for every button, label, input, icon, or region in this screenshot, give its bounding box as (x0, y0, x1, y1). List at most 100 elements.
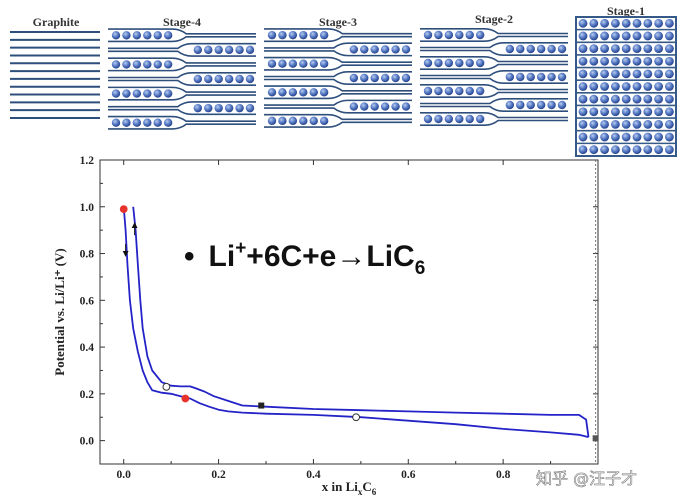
lithium-ion (153, 118, 162, 127)
lithium-ion (665, 44, 674, 53)
graphene-layer (108, 35, 256, 43)
lithium-ion (143, 60, 152, 69)
lithium-ion (401, 45, 411, 54)
lithium-ion (621, 120, 631, 129)
lithium-ion (380, 73, 390, 83)
lithium-ion (288, 116, 298, 126)
lithium-ion (267, 88, 277, 97)
lithium-ion (621, 145, 631, 155)
lithium-ion (235, 74, 244, 84)
lithium-ion (391, 45, 400, 54)
lithium-ion (611, 56, 620, 66)
lithium-ion (111, 60, 121, 69)
lithium-ion (214, 103, 223, 113)
lithium-ion (370, 45, 379, 54)
lithium-ion (132, 89, 142, 98)
lithium-ion (621, 18, 631, 28)
lithium-ion (288, 88, 298, 97)
lithium-ion (654, 44, 663, 53)
lithium-ion (600, 145, 609, 155)
lithium-ion (654, 145, 663, 155)
lithium-ion (245, 74, 255, 84)
lithium-ion (611, 82, 620, 91)
lithium-ion (611, 107, 620, 117)
lithium-ion (505, 72, 515, 82)
graphene-layer (420, 119, 568, 126)
lithium-ion (143, 118, 152, 127)
lithium-ion (193, 74, 203, 84)
graphene-layer (420, 56, 568, 63)
data-marker-circle (352, 413, 361, 422)
lithium-ion (153, 60, 162, 69)
graphene-layer (264, 78, 412, 85)
data-marker-circle (181, 394, 190, 403)
lithium-ion (632, 82, 642, 91)
lithium-ion (475, 30, 485, 40)
lithium-ion (611, 94, 620, 104)
lithium-ion (665, 94, 674, 104)
stage-panel (575, 16, 677, 157)
watermark: 知乎 @汪子才 (536, 469, 637, 488)
x-tick-label: 0.2 (211, 469, 226, 481)
lithium-ion (455, 86, 464, 96)
graphene-layer (108, 86, 256, 93)
lithium-ion (163, 118, 173, 127)
lithium-ion (600, 107, 609, 117)
stage-title: Stage-1 (607, 4, 645, 18)
lithium-ion (526, 72, 535, 82)
graphene-layer (264, 113, 412, 121)
lithium-ion (391, 73, 400, 83)
graphene-layer (264, 28, 412, 35)
lithium-ion (444, 86, 454, 96)
lithium-ion (423, 114, 433, 124)
graphene-layer (420, 42, 568, 49)
lithium-ion (589, 69, 599, 79)
lithium-ion (589, 31, 599, 41)
lithium-ion (654, 69, 663, 79)
lithium-ion (654, 132, 663, 142)
lithium-ion (204, 74, 213, 84)
stage-panel (264, 28, 412, 128)
lithium-ion (214, 45, 223, 55)
lithium-ion (163, 31, 173, 40)
lithium-ion (465, 86, 474, 96)
lithium-ion (516, 44, 525, 54)
graphene-layer (108, 42, 256, 50)
lithium-ion (578, 44, 588, 53)
lithium-ion (621, 107, 631, 117)
lithium-ion (632, 107, 642, 117)
lithium-ion (665, 107, 674, 117)
graphene-layer (108, 65, 256, 72)
data-markers (119, 205, 599, 442)
y-tick-label: 0.4 (80, 342, 95, 354)
lithium-ion (319, 116, 329, 126)
lithium-ion (288, 59, 298, 68)
lithium-ion (665, 18, 674, 28)
lithium-ion (245, 45, 255, 55)
lithium-ion (309, 30, 318, 40)
lithium-ion (444, 58, 454, 68)
stage-title: Stage-2 (475, 12, 513, 26)
graphene-layer (264, 56, 412, 64)
lithium-ion (153, 89, 162, 98)
lithium-ion (632, 69, 642, 79)
lithium-ion (193, 103, 203, 113)
lithium-ion (611, 44, 620, 53)
lithium-ion (643, 94, 653, 104)
graphene-layer (108, 57, 256, 64)
lithium-ion (643, 18, 653, 28)
lithium-ion (278, 30, 287, 40)
lithium-ion (267, 59, 277, 68)
lithium-ion (557, 44, 567, 54)
lithium-ion (143, 31, 152, 40)
graphene-layer (108, 108, 256, 116)
lithium-ion (465, 58, 474, 68)
lithium-ion (475, 114, 485, 124)
lithium-ion (455, 114, 464, 124)
lithium-ion (319, 88, 329, 97)
lithium-ion (536, 72, 546, 82)
lithium-ion (122, 89, 131, 98)
x-tick-label: 0.0 (117, 469, 132, 481)
lithium-ion (578, 94, 588, 104)
axis-ticks: 0.0 0.2 0.4 0.6 0.8 0.0 0.2 0.4 0.6 0.8 1.0 1.2 (80, 155, 598, 481)
